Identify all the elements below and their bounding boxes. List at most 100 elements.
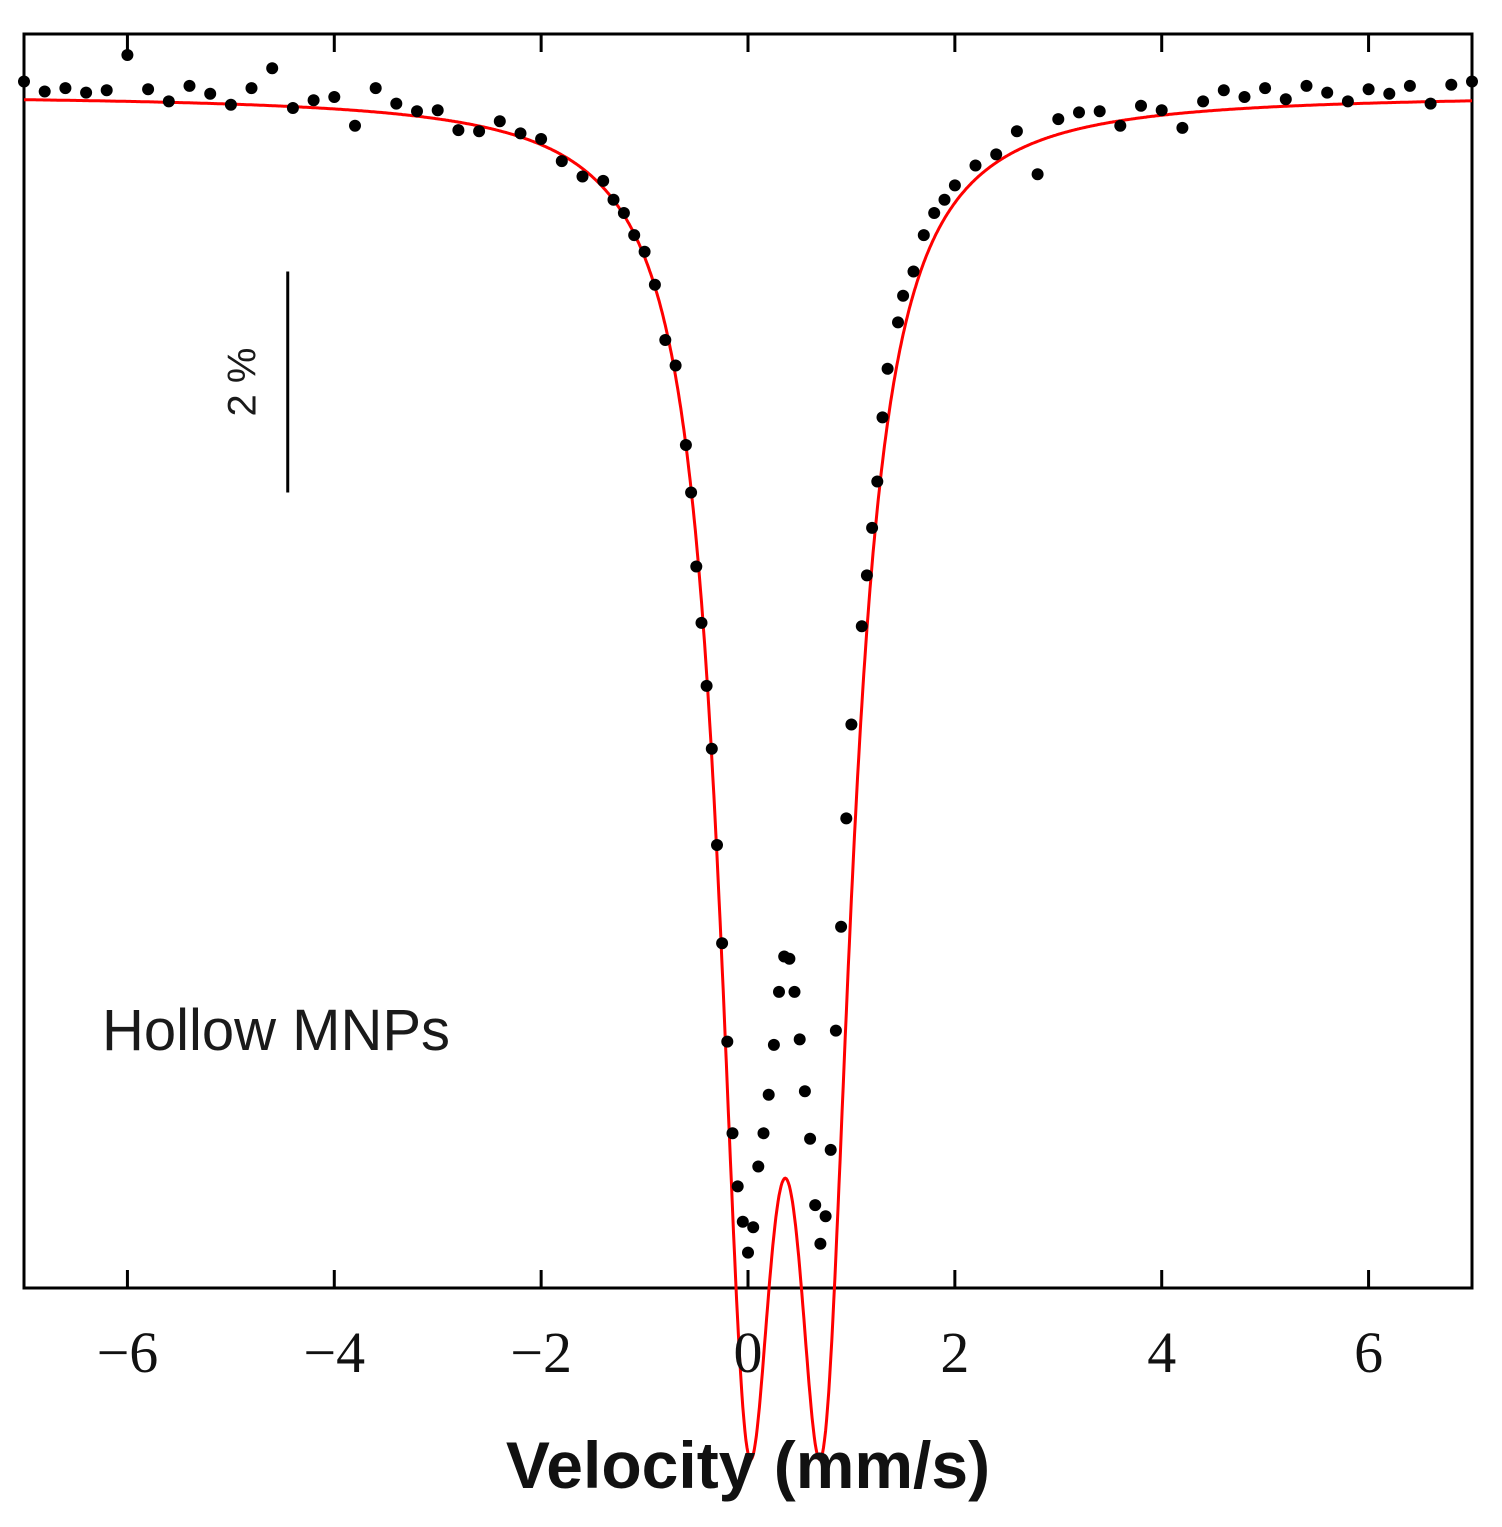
data-point [907,265,920,278]
sample-annotation: Hollow MNPs [102,998,450,1063]
data-point [1300,79,1313,92]
data-point [617,207,630,219]
data-point [855,620,868,633]
plot-frame [22,32,1474,1290]
data-point [183,79,196,92]
x-tick-label: 0 [734,1320,763,1385]
data-point [829,1024,842,1037]
x-tick-label: 2 [940,1320,969,1385]
scale-bar: 2 % [221,271,290,493]
data-point [845,718,858,731]
scale-bar-label: 2 % [221,348,265,417]
data-point [648,278,661,291]
data-point [452,124,465,137]
data-point [349,119,361,132]
data-point [1424,97,1437,110]
data-point [431,104,444,117]
data-point [788,985,801,998]
data-point [628,229,641,242]
data-point [659,334,672,346]
data-point [1403,79,1416,92]
data-point [897,289,910,302]
data-point [881,362,894,375]
data-point [798,1085,811,1098]
data-point [876,411,889,424]
data-point [1052,113,1065,126]
data-point [928,207,941,219]
data-point [493,115,506,128]
data-point [390,97,403,110]
data-point [286,102,299,114]
x-axis-title: Velocity (mm/s) [506,1428,990,1502]
data-point [1279,93,1292,106]
data-point [757,1127,770,1140]
data-point [690,560,703,573]
data-point [1321,86,1334,99]
data-point [824,1143,837,1156]
data-point [100,84,113,97]
data-point [767,1038,780,1051]
data-point [162,95,175,108]
data-point [747,1221,760,1234]
data-point [576,170,589,183]
data-point [1259,82,1272,95]
data-point [809,1199,822,1212]
data-point [411,105,423,118]
data-point [1010,125,1023,138]
data-point [835,920,848,933]
data-point [731,1180,744,1193]
x-tick-label: 6 [1354,1320,1383,1385]
fit-curve [24,98,1472,1462]
data-point [969,159,982,172]
data-point [819,1210,832,1223]
data-point [773,985,785,998]
data-point [307,94,320,107]
data-point [1217,84,1230,97]
data-point [871,475,884,488]
data-point [783,952,796,965]
data-point [736,1215,749,1228]
x-ticks: −6 −4 −2 0 2 4 6 [97,34,1383,1385]
data-point [716,937,729,950]
data-point [607,193,620,206]
data-point [535,133,548,145]
data-point [762,1088,775,1101]
data-point [721,1035,734,1048]
data-point [1114,119,1127,132]
data-point [938,193,951,206]
data-point [685,486,698,499]
data-point [204,87,217,100]
data-point [814,1237,827,1250]
data-point [473,125,486,138]
data-point [245,82,258,95]
data-point [1445,78,1458,91]
data-point [142,83,155,96]
data-point [555,155,568,168]
data-point [860,569,873,582]
data-point [990,148,1003,161]
data-point [695,616,708,629]
data-point [711,839,723,851]
data-point [328,91,341,103]
data-point [752,1160,765,1173]
data-point [948,179,961,192]
data-point [1073,106,1085,119]
data-point [705,742,718,755]
data-point [38,85,51,98]
data-point [1197,95,1210,108]
data-point [224,98,237,111]
data-point [1383,87,1396,100]
data-point [1362,83,1375,96]
x-tick-label: −4 [303,1320,365,1385]
data-point [266,62,279,75]
data-point [726,1127,739,1140]
data-point [742,1246,754,1259]
data-point [793,1033,806,1046]
data-point [804,1132,817,1145]
data-point [121,49,134,61]
data-point [1031,168,1044,181]
data-point [892,316,904,329]
data-point [369,82,382,95]
data-point [669,359,682,372]
